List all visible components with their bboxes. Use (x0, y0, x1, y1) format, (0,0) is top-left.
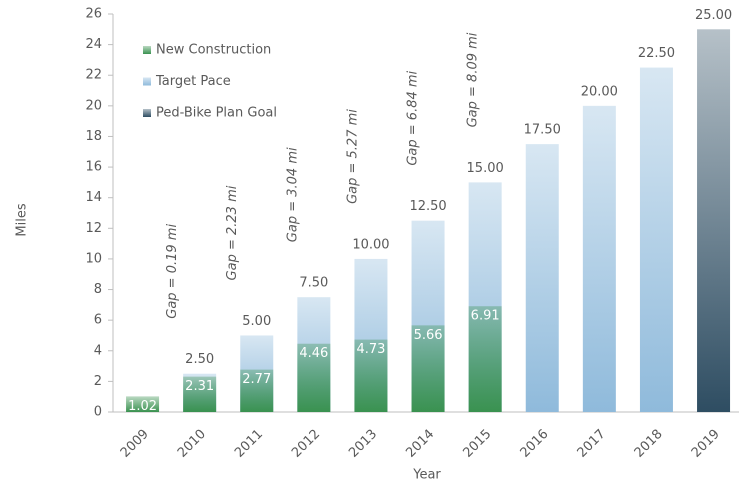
x-tick-label: 2010 (175, 427, 209, 461)
gap-annotation: Gap = 2.23 mi (225, 185, 240, 280)
data-label: 5.66 (414, 328, 443, 343)
legend-swatch (143, 109, 151, 117)
y-tick-label: 26 (85, 7, 102, 22)
data-label: 7.50 (299, 276, 328, 291)
x-tick-label: 2016 (518, 427, 552, 461)
bar (697, 29, 731, 413)
gap-annotation: Gap = 6.84 mi (406, 70, 421, 165)
x-tick-label: 2009 (118, 427, 152, 461)
x-tick-label: 2015 (460, 427, 494, 461)
legend-swatch (143, 77, 151, 86)
y-tick-label: 4 (94, 343, 102, 358)
x-tick-label: 2012 (289, 427, 323, 461)
y-tick-label: 18 (85, 129, 102, 144)
x-tick-label: 2019 (689, 427, 723, 461)
legend-label: Target Pace (155, 74, 231, 89)
bar (126, 396, 160, 412)
bar (411, 325, 445, 412)
gap-annotation: Gap = 0.19 mi (165, 224, 180, 319)
data-label: 2.77 (242, 372, 271, 387)
legend-label: New Construction (156, 43, 271, 58)
y-tick-label: 16 (85, 160, 102, 175)
data-label: 25.00 (695, 8, 732, 23)
y-tick-label: 12 (85, 221, 102, 236)
y-tick-label: 24 (85, 37, 102, 52)
x-tick-label: 2014 (403, 427, 437, 461)
legend-label: Ped-Bike Plan Goal (156, 106, 277, 121)
bar (297, 343, 331, 412)
data-label: 12.50 (409, 199, 446, 214)
data-label: 20.00 (581, 84, 618, 99)
legend-swatch (143, 46, 151, 54)
x-tick-label: 2013 (346, 427, 380, 461)
y-tick-label: 2 (94, 374, 102, 389)
x-tick-label: 2011 (232, 427, 266, 461)
data-label: 6.91 (471, 309, 500, 324)
data-label: 2.50 (185, 352, 214, 367)
bar (240, 369, 274, 412)
y-tick-label: 20 (85, 98, 102, 113)
gap-annotation: Gap = 8.09 mi (466, 32, 481, 127)
data-label: 17.50 (524, 123, 561, 138)
bar (582, 105, 616, 412)
data-label: 5.00 (242, 314, 271, 329)
x-tick-label: 2018 (632, 427, 666, 461)
x-tick-label: 2017 (575, 427, 609, 461)
data-label: 22.50 (638, 46, 675, 61)
bar (183, 376, 217, 412)
y-tick-label: 0 (94, 405, 102, 420)
bar (354, 339, 388, 412)
y-tick-label: 10 (85, 251, 102, 266)
x-axis-label: Year (412, 468, 441, 483)
data-label: 1.02 (128, 399, 157, 414)
bar (468, 306, 502, 412)
y-tick-label: 22 (85, 68, 102, 83)
data-label: 10.00 (352, 237, 389, 252)
data-label: 2.31 (185, 379, 214, 394)
data-label: 4.73 (356, 342, 385, 357)
y-tick-label: 8 (94, 282, 102, 297)
data-label: 4.46 (299, 346, 328, 361)
bar (639, 67, 673, 413)
gap-annotation: Gap = 5.27 mi (345, 109, 360, 204)
y-tick-label: 14 (85, 190, 102, 205)
bar (525, 144, 559, 412)
data-label: 15.00 (467, 161, 504, 176)
y-axis-label: Miles (15, 203, 30, 236)
gap-annotation: Gap = 3.04 mi (285, 147, 300, 242)
y-tick-label: 6 (94, 313, 102, 328)
